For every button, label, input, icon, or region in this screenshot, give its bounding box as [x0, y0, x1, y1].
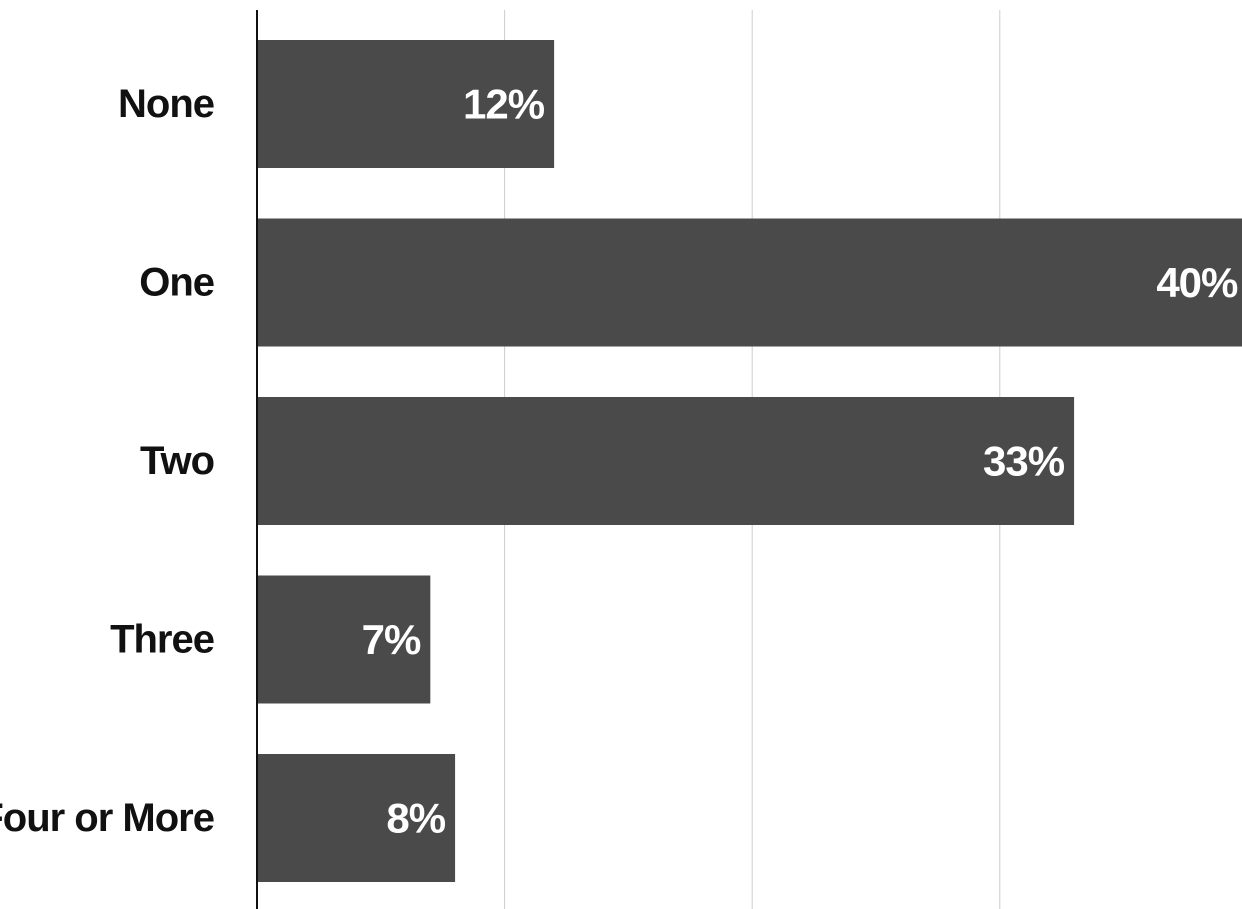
category-label-4: Four or More	[0, 796, 214, 840]
value-label-1: 40%	[1156, 259, 1238, 306]
category-label-1: One	[139, 261, 214, 305]
bar-0	[257, 40, 555, 168]
category-label-3: Three	[110, 618, 214, 662]
value-label-0: 12%	[463, 81, 545, 128]
bar-1	[257, 218, 1242, 347]
value-label-3: 7%	[362, 616, 421, 663]
category-labels: None One Two Three Four or More	[0, 82, 215, 840]
value-label-4: 8%	[386, 795, 445, 842]
value-label-2: 33%	[983, 438, 1065, 485]
category-label-2: Two	[140, 439, 214, 483]
bar-4	[257, 754, 456, 882]
category-label-0: None	[118, 82, 214, 126]
value-labels: 12% 40% 33% 7% 8%	[362, 81, 1239, 842]
bar-3	[257, 575, 431, 704]
bar-2	[257, 397, 1075, 525]
bars	[257, 40, 1242, 882]
